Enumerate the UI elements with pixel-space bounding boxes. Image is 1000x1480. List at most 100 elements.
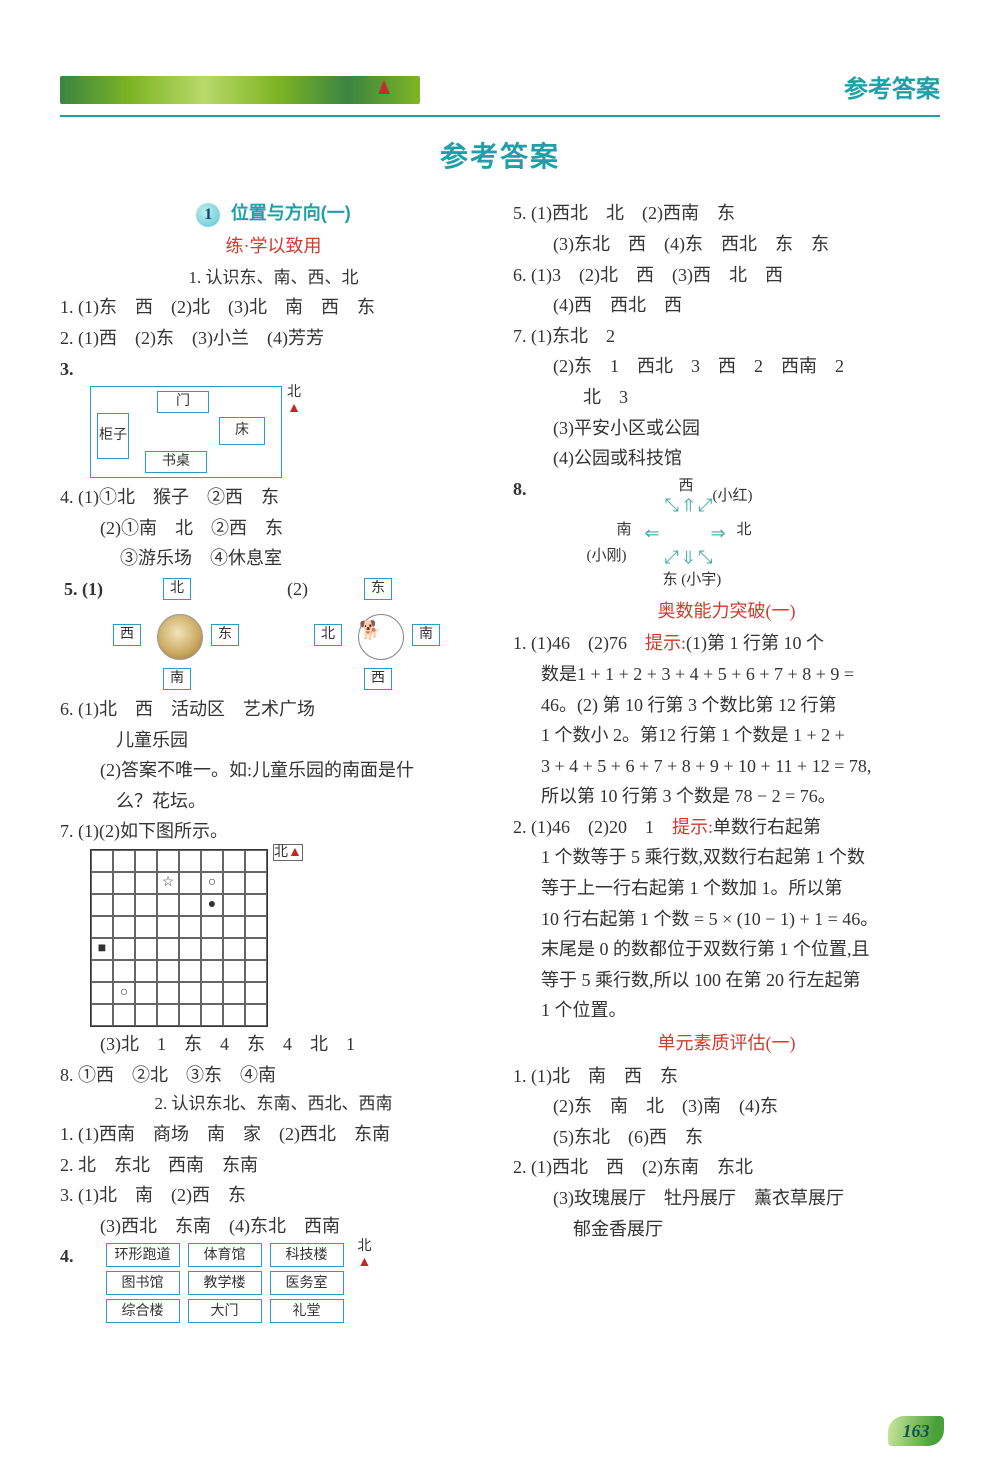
compass-1: 北 东 南 西 <box>107 574 247 694</box>
ue1c: (5)东北 (6)西 东 <box>513 1122 940 1153</box>
q6a2: 儿童乐园 <box>60 725 487 756</box>
c2-s: 西 <box>364 668 392 690</box>
ao2e: 10 行右起第 1 个数 = 5 × (10 − 1) + 1 = 46。 <box>513 904 940 935</box>
bldg: 教学楼 <box>188 1271 262 1295</box>
ue2a: 2. (1)西北 西 (2)东南 东北 <box>513 1152 940 1183</box>
q2: 2. (1)西 (2)东 (3)小兰 (4)芳芳 <box>60 323 487 354</box>
grid-diagram: ☆○ ● ■ ○ 北▲ <box>90 849 268 1027</box>
s2q1: 1. (1)西南 商场 南 家 (2)西北 东南 <box>60 1119 487 1150</box>
s2q4-label: 4. <box>60 1241 74 1272</box>
c2-n: 东 <box>364 578 392 600</box>
ao-title: 奥数能力突破(一) <box>513 596 940 627</box>
q7b: (3)北 1 东 4 东 4 北 1 <box>60 1029 487 1060</box>
header: 参考答案 <box>60 70 940 117</box>
q4c: ③游乐场 ④休息室 <box>60 543 487 574</box>
building-grid: 环形跑道 体育馆 科技楼 图书馆 教学楼 医务室 综合楼 大门 礼堂 北▲ <box>106 1243 344 1323</box>
content-columns: 1 位置与方向(一) 练·学以致用 1. 认识东、南、西、北 1. (1)东 西… <box>60 198 940 1327</box>
compass-2: 东 南 西 北 🐕 <box>308 574 448 694</box>
ao2f: 末尾是 0 的数都位于双数行第 1 个位置,且 <box>513 934 940 965</box>
bldg: 环形跑道 <box>106 1243 180 1267</box>
ao1: 1. (1)46 (2)76 提示:(1)第 1 行第 10 个 <box>513 628 940 659</box>
s2q3b: (3)西北 东南 (4)东北 西南 <box>60 1211 487 1242</box>
q6b2: 么？花坛。 <box>60 786 487 817</box>
column-right: 5. (1)西北 北 (2)西南 东 (3)东北 西 (4)东 西北 东 东 6… <box>513 198 940 1327</box>
bldg: 综合楼 <box>106 1299 180 1323</box>
r-q7c: (3)平安小区或公园 <box>513 413 940 444</box>
header-label: 参考答案 <box>844 70 940 111</box>
ao1g: 所以第 10 行第 3 个数是 78 − 2 = 76。 <box>513 781 940 812</box>
ao2-a: 2. (1)46 (2)20 1 <box>513 817 672 837</box>
unit-subtitle: 练·学以致用 <box>60 231 487 262</box>
r-q7b: (2)东 1 西北 3 西 2 西南 2 <box>513 351 940 382</box>
room-diagram: 柜子 门 床 书桌 北▲ <box>90 386 282 478</box>
q3-label: 3. <box>60 354 487 385</box>
grid-north: 北▲ <box>273 844 303 861</box>
q4b: (2)①南 北 ②西 东 <box>60 513 487 544</box>
star-left: 南 <box>617 518 632 544</box>
r-q6a: 6. (1)3 (2)北 西 (3)西 北 西 <box>513 260 940 291</box>
grid-square: ■ <box>91 938 113 960</box>
room-box-gui: 柜子 <box>97 413 129 459</box>
r-q5b: (3)东北 西 (4)东 西北 东 东 <box>513 229 940 260</box>
bldg: 大门 <box>188 1299 262 1323</box>
r-q7a: 7. (1)东北 2 <box>513 321 940 352</box>
bldg: 图书馆 <box>106 1271 180 1295</box>
c1-e: 东 <box>211 624 239 646</box>
ue1a: 1. (1)北 南 西 东 <box>513 1061 940 1092</box>
ao2-hint: 提示: <box>672 817 713 837</box>
room-box-desk: 书桌 <box>145 451 207 473</box>
room-box-chuang: 床 <box>219 417 265 445</box>
unit-eval-title: 单元素质评估(一) <box>513 1028 940 1059</box>
q5-paren2: (2) <box>287 574 308 605</box>
sub-2: 2. 认识东北、东南、西北、西南 <box>60 1090 487 1119</box>
c2-e: 南 <box>412 624 440 646</box>
ao1d: 46。(2) 第 10 行第 3 个数比第 12 行第 <box>513 690 940 721</box>
grid-dot: ● <box>201 894 223 916</box>
r-q8-label: 8. <box>513 474 527 505</box>
r-q6b: (4)西 西北 西 <box>513 290 940 321</box>
ao2h: 1 个位置。 <box>513 995 940 1026</box>
bldg: 体育馆 <box>188 1243 262 1267</box>
star-right: 北 <box>737 518 752 544</box>
column-left: 1 位置与方向(一) 练·学以致用 1. 认识东、南、西、北 1. (1)东 西… <box>60 198 487 1327</box>
bn-char: 北 <box>358 1239 372 1254</box>
bldg: 科技楼 <box>270 1243 344 1267</box>
star-up-arrow-icon: ⤡ ⇑ ⤢ <box>665 490 713 521</box>
q5-label: 5. (1) <box>64 574 103 605</box>
ue2b: (3)玫瑰展厅 牡丹展厅 薰衣草展厅 <box>513 1183 940 1214</box>
ao2d: 等于上一行右起第 1 个数加 1。所以第 <box>513 873 940 904</box>
r-q7b2: 北 3 <box>513 382 940 413</box>
ue2c: 郁金香展厅 <box>513 1214 940 1245</box>
bn-arrow-icon: ▲ <box>358 1255 372 1270</box>
page: 参考答案 参考答案 1 位置与方向(一) 练·学以致用 1. 认识东、南、西、北… <box>0 0 1000 1480</box>
ao1-b: (1)第 1 行第 10 个 <box>686 633 824 653</box>
c1-w: 西 <box>113 624 141 646</box>
ao2g: 等于 5 乘行数,所以 100 在第 20 行左起第 <box>513 965 940 996</box>
ao1c: 数是1 + 1 + 2 + 3 + 4 + 5 + 6 + 7 + 8 + 9 … <box>513 659 940 690</box>
q7a: 7. (1)(2)如下图所示。 <box>60 816 487 847</box>
grid-star: ☆ <box>157 872 179 894</box>
page-number-badge: 163 <box>888 1416 944 1446</box>
star-left-arrow-icon: ⇐ <box>645 518 660 549</box>
s2q3a: 3. (1)北 南 (2)西 东 <box>60 1180 487 1211</box>
gn-arrow-icon: ▲ <box>288 845 302 860</box>
page-title: 参考答案 <box>60 133 940 181</box>
grid-circle: ○ <box>201 872 223 894</box>
r-q5a: 5. (1)西北 北 (2)西南 东 <box>513 198 940 229</box>
c2-w: 北 <box>314 624 342 646</box>
ao1-hint: 提示: <box>645 633 686 653</box>
north-arrow-icon: ▲ <box>287 401 301 416</box>
star-right-arrow-icon: ⇒ <box>711 518 726 549</box>
ao2c: 1 个数等于 5 乘行数,双数行右起第 1 个数 <box>513 842 940 873</box>
ue1b: (2)东 南 北 (3)南 (4)东 <box>513 1091 940 1122</box>
bldg: 礼堂 <box>270 1299 344 1323</box>
c1-s: 南 <box>163 668 191 690</box>
room-north: 北▲ <box>287 385 301 416</box>
q4a: 4. (1)①北 猴子 ②西 东 <box>60 482 487 513</box>
ao1f: 3 + 4 + 5 + 6 + 7 + 8 + 9 + 10 + 11 + 12… <box>513 751 940 782</box>
ao2: 2. (1)46 (2)20 1 提示:单数行右起第 <box>513 812 940 843</box>
north-char: 北 <box>287 385 301 400</box>
s2q2: 2. 北 东北 西南 东南 <box>60 1150 487 1181</box>
q1: 1. (1)东 西 (2)北 (3)北 南 西 东 <box>60 292 487 323</box>
compass-2-center: 🐕 <box>358 614 404 660</box>
